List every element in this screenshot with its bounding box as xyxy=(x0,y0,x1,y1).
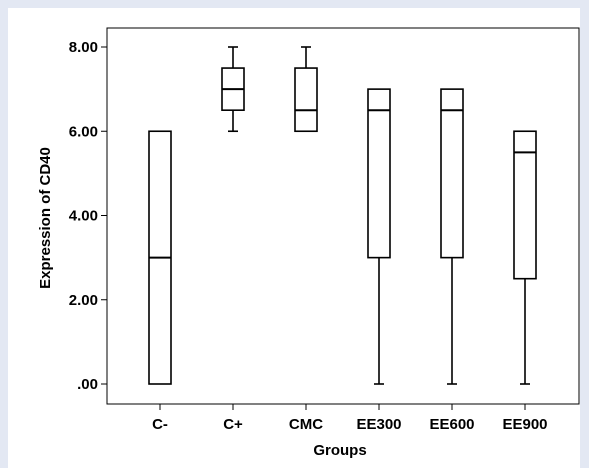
iqr-box xyxy=(440,88,464,259)
plot-area xyxy=(106,27,580,405)
x-tick-label: EE300 xyxy=(356,416,401,433)
box-ee300 xyxy=(367,88,391,385)
y-axis: .00 2.00 4.00 6.00 8.00 xyxy=(69,39,107,393)
box-ee900 xyxy=(513,130,537,385)
y-tick-label: 2.00 xyxy=(69,292,98,309)
x-axis-title: Groups xyxy=(313,442,366,459)
x-axis: C- C+ CMC EE300 EE600 EE900 xyxy=(152,404,548,433)
box-c xyxy=(221,46,245,133)
x-tick-label: EE600 xyxy=(429,416,474,433)
y-tick-label: .00 xyxy=(77,376,98,393)
x-tick-label: CMC xyxy=(289,416,323,433)
x-tick-label: C- xyxy=(152,416,168,433)
iqr-box xyxy=(294,67,318,133)
box-ee600 xyxy=(440,88,464,385)
iqr-box xyxy=(367,88,391,259)
x-tick-label: EE900 xyxy=(502,416,547,433)
iqr-box xyxy=(513,130,537,280)
y-tick-label: 4.00 xyxy=(69,208,98,225)
box-c xyxy=(148,130,172,385)
y-tick-label: 6.00 xyxy=(69,123,98,140)
y-tick-label: 8.00 xyxy=(69,39,98,56)
x-tick-label: C+ xyxy=(223,416,243,433)
box-cmc xyxy=(294,46,318,133)
boxes xyxy=(148,46,537,385)
y-axis-title: Expression of CD40 xyxy=(37,147,54,289)
